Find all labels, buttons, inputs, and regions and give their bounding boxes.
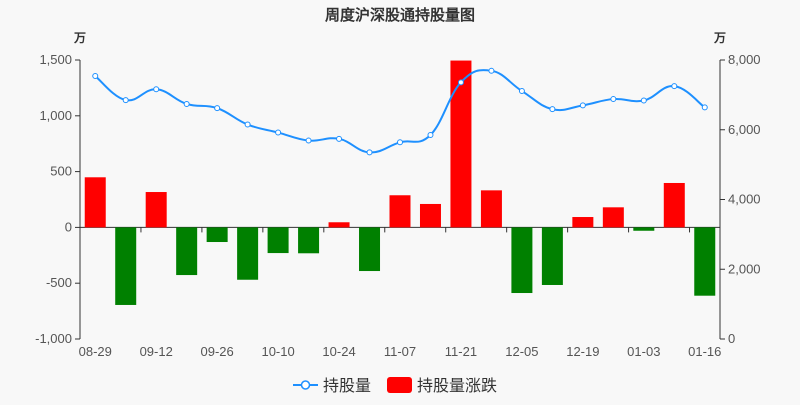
x-axis-tick-label: 12-19 [566, 344, 599, 359]
legend-line-marker-icon [300, 380, 311, 390]
x-axis-tick-label: 01-16 [688, 344, 721, 359]
legend-label-line: 持股量 [323, 377, 371, 395]
line-point [92, 73, 99, 80]
bar [115, 227, 137, 305]
bar [480, 190, 502, 228]
bar [359, 227, 381, 272]
legend-item-line[interactable]: 持股量 [293, 377, 371, 395]
line-point [549, 106, 556, 113]
left-axis-tick-label: 500 [50, 164, 72, 179]
legend-bar-icon [387, 377, 412, 393]
left-axis-tick-label: -500 [46, 275, 72, 290]
legend: 持股量 持股量涨跌 [293, 377, 497, 395]
line-point [122, 97, 129, 104]
line-point [336, 135, 343, 142]
bar [176, 227, 198, 276]
bar [419, 203, 441, 228]
line-point [701, 104, 708, 111]
x-axis-tick-label: 09-26 [201, 344, 234, 359]
bar [237, 227, 259, 280]
bar [633, 227, 655, 231]
bar [267, 227, 289, 254]
legend-label-bar: 持股量涨跌 [417, 377, 497, 395]
right-axis-tick-label: 0 [728, 331, 735, 346]
bar [663, 182, 685, 228]
bar [694, 227, 716, 296]
x-axis-tick-label: 10-24 [322, 344, 355, 359]
bar [541, 227, 563, 285]
x-axis-tick-label: 11-21 [445, 344, 477, 359]
left-axis-tick-label: -1,000 [35, 331, 72, 346]
line-point [579, 102, 586, 109]
line-point [275, 129, 282, 136]
right-axis-tick-label: 8,000 [728, 52, 761, 67]
chart-title: 周度沪深股通持股量图 [325, 6, 475, 24]
bar [511, 227, 533, 294]
left-axis-tick-label: 0 [65, 219, 72, 234]
line-point [214, 105, 221, 112]
line-point [427, 131, 434, 138]
bar [145, 192, 167, 228]
line-point [305, 137, 312, 144]
right-axis-tick-label: 2,000 [728, 261, 761, 276]
line-point [244, 121, 251, 128]
bar [450, 60, 472, 228]
right-axis-tick-label: 6,000 [728, 122, 761, 137]
bar [328, 222, 350, 228]
right-axis-tick-label: 4,000 [728, 192, 761, 207]
line-point [640, 97, 647, 104]
x-axis-tick-label: 08-29 [79, 344, 112, 359]
line-point [153, 86, 160, 93]
bar [602, 207, 624, 228]
bar [389, 195, 411, 228]
legend-item-bar[interactable]: 持股量涨跌 [387, 377, 497, 395]
line-point [610, 96, 617, 103]
x-axis-tick-label: 01-03 [627, 344, 660, 359]
bar [298, 227, 320, 254]
left-axis-unit: 万 [73, 31, 86, 45]
line-point [183, 100, 190, 107]
x-axis-tick-label: 10-10 [261, 344, 294, 359]
x-axis-tick-label: 12-05 [505, 344, 538, 359]
line-point [671, 83, 678, 90]
line-point [366, 149, 373, 156]
bar [572, 217, 594, 228]
x-axis-tick-label: 11-07 [384, 344, 416, 359]
line-point [518, 88, 525, 95]
x-axis-tick-label: 09-12 [140, 344, 173, 359]
right-axis-unit: 万 [713, 31, 726, 45]
line-point [488, 67, 495, 74]
left-axis-tick-label: 1,500 [39, 52, 72, 67]
bar [206, 227, 228, 243]
line-point [397, 139, 403, 146]
line-point [457, 79, 464, 86]
bar [84, 177, 106, 228]
left-axis-tick-label: 1,000 [39, 108, 72, 123]
